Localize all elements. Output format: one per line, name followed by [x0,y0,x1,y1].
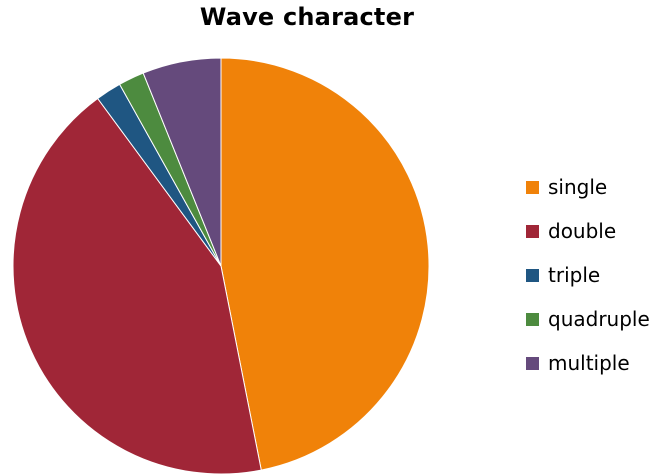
legend-item-multiple: multiple [526,341,650,385]
legend-item-double: double [526,209,650,253]
legend-label-triple: triple [548,263,601,287]
legend-swatch-triple [526,268,539,282]
pie-slice-double [12,97,262,474]
pie-slice-single [220,57,430,471]
legend-item-quadruple: quadruple [526,297,650,341]
legend-swatch-quadruple [526,312,539,326]
legend-swatch-double [526,224,539,238]
legend-label-multiple: multiple [548,351,630,375]
chart-legend: single double triple quadruple multiple [526,165,650,385]
pie-slice-multiple [142,57,222,267]
legend-item-single: single [526,165,650,209]
legend-item-triple: triple [526,253,650,297]
legend-label-quadruple: quadruple [548,307,650,331]
legend-label-double: double [548,219,617,243]
legend-swatch-multiple [526,356,539,370]
legend-label-single: single [548,175,608,199]
chart-title: Wave character [199,3,415,31]
legend-swatch-single [526,180,539,194]
